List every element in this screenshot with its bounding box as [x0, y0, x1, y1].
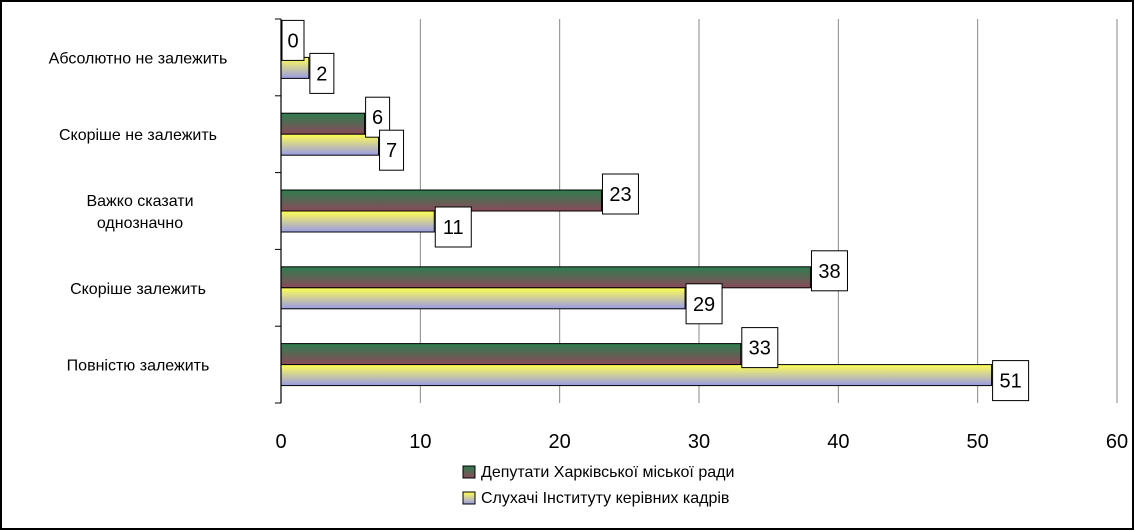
- category-label: Важко сказати: [86, 193, 193, 210]
- data-label-box: [601, 173, 639, 215]
- data-label: 33: [749, 338, 771, 360]
- legend-swatch: [462, 465, 476, 479]
- bar-students: [280, 210, 435, 233]
- legend: Депутати Харківської міської ради Слухачі…: [462, 464, 734, 507]
- legend-label: Депутати Харківської міської ради: [481, 464, 734, 481]
- data-label: 2: [316, 63, 327, 85]
- bar-deputies: [280, 112, 366, 135]
- bar-students: [280, 287, 686, 310]
- data-label: 0: [287, 30, 298, 52]
- x-tick-label: 30: [688, 431, 710, 453]
- data-label-box: [810, 250, 848, 292]
- data-label: 6: [372, 107, 383, 129]
- gridlines: [419, 19, 1118, 403]
- x-tick-label: 20: [549, 431, 571, 453]
- bar-students: [280, 133, 380, 156]
- data-label-box: [741, 327, 779, 369]
- data-label: 38: [818, 261, 840, 283]
- category-label: Абсолютно не залежить: [49, 50, 228, 67]
- category-label: однозначно: [97, 215, 183, 232]
- bar-students: [280, 364, 993, 387]
- data-label: 7: [386, 140, 397, 162]
- x-tick-label: 10: [409, 431, 431, 453]
- x-tick-label: 60: [1106, 431, 1128, 453]
- data-label-box: [379, 129, 405, 171]
- data-label-box: [281, 19, 305, 61]
- legend-label: Слухачі Інституту керівних кадрів: [481, 490, 729, 507]
- data-label-box: [992, 360, 1030, 402]
- x-tick-label: 0: [275, 431, 286, 453]
- x-tick-label: 50: [967, 431, 989, 453]
- category-label: Повністю залежить: [67, 358, 210, 375]
- data-label: 23: [609, 184, 631, 206]
- data-label-box: [685, 283, 723, 325]
- legend-swatch: [462, 491, 476, 505]
- x-tick-label: 40: [827, 431, 849, 453]
- bar-deputies: [280, 343, 742, 366]
- data-label-box: [434, 206, 472, 248]
- category-label: Скоріше залежить: [70, 281, 206, 298]
- category-label: Скоріше не залежить: [59, 127, 217, 144]
- data-label: 11: [443, 217, 464, 239]
- data-label: 51: [999, 371, 1021, 393]
- data-label: 29: [693, 294, 715, 316]
- data-label-box: [309, 52, 335, 94]
- bar-deputies: [280, 266, 811, 289]
- data-labels: 02 67 23 11 38 29 33 51: [281, 19, 1030, 402]
